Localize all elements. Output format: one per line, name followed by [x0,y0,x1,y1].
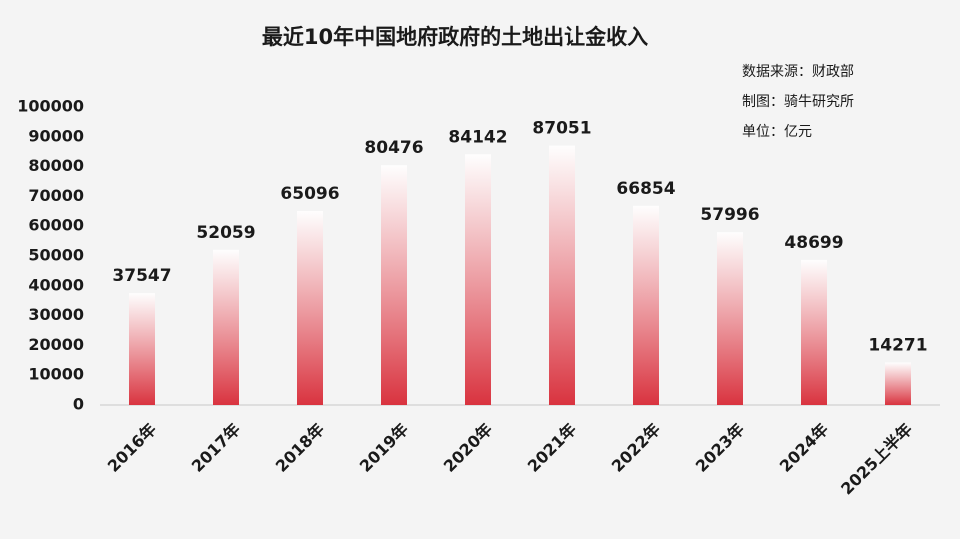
y-tick-label: 90000 [28,126,84,145]
value-label: 65096 [280,184,339,204]
y-tick-label: 0 [73,395,84,414]
bar [381,165,407,405]
value-label: 48699 [784,233,843,253]
y-tick-label: 40000 [28,275,84,294]
bar [213,249,239,405]
y-tick-label: 60000 [28,216,84,235]
bar [801,259,827,405]
author-note: 制图：骑牛研究所 [742,94,854,110]
y-tick-label: 50000 [28,246,84,265]
y-tick-label: 20000 [28,335,84,354]
y-tick-label: 10000 [28,365,84,384]
bar [633,205,659,405]
unit-note: 单位：亿元 [742,124,812,140]
y-tick-label: 80000 [28,156,84,175]
y-tick-label: 30000 [28,305,84,324]
bar [129,293,155,405]
value-label: 52059 [196,223,255,243]
bar [885,362,911,405]
value-label: 66854 [616,179,675,199]
value-label: 14271 [868,335,927,355]
bar [717,232,743,405]
chart-title: 最近10年中国地府政府的土地出让金收入 [262,25,648,49]
value-label: 84142 [448,127,507,147]
bar [465,154,491,405]
y-tick-label: 70000 [28,186,84,205]
y-tick-label: 100000 [17,97,84,116]
value-label: 87051 [532,119,591,139]
bar [297,211,323,405]
source-note: 数据来源：财政部 [742,64,854,80]
value-label: 37547 [112,266,171,286]
value-label: 57996 [700,205,759,225]
value-label: 80476 [364,138,423,158]
bar [549,145,575,405]
